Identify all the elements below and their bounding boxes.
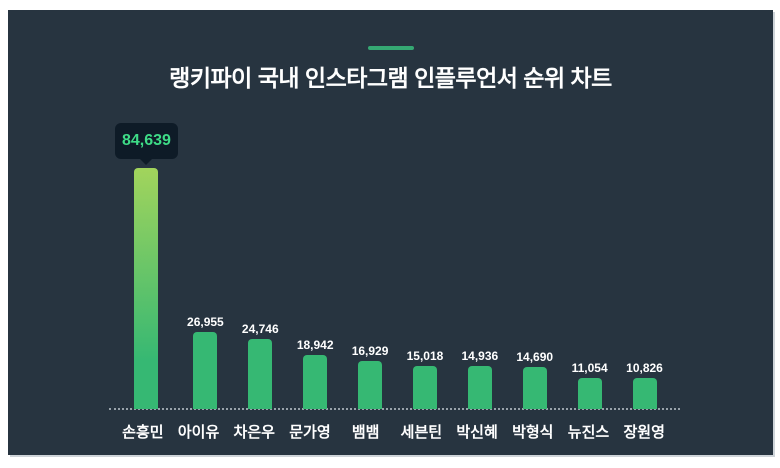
x-axis-label: 뱀뱀 bbox=[351, 424, 380, 441]
bar-column: 84,639 bbox=[115, 123, 178, 409]
bar-column: 14,936 bbox=[452, 350, 507, 409]
bar-value-label: 10,826 bbox=[626, 361, 663, 375]
bar[interactable] bbox=[577, 378, 602, 409]
bar-value-label: 14,936 bbox=[461, 349, 499, 363]
bar[interactable] bbox=[193, 332, 218, 409]
bar[interactable] bbox=[467, 366, 492, 409]
bar[interactable] bbox=[303, 355, 328, 409]
x-axis-labels: 손흥민 아이유 차은우 문가영 뱀뱀 세븐틴 박신혜 박형식 뉴진스 장원영 bbox=[115, 421, 672, 442]
bar-column: 26,955 bbox=[178, 316, 233, 409]
x-axis-label: 박형식 bbox=[512, 424, 554, 441]
bar-column: 16,929 bbox=[343, 345, 398, 409]
value-tooltip: 84,639 bbox=[115, 123, 178, 165]
bar-column: 15,018 bbox=[398, 350, 453, 409]
bar-value-label: 14,690 bbox=[516, 350, 554, 364]
chart-title: 랭키파이 국내 인스타그램 인플루언서 순위 차트 bbox=[169, 65, 612, 91]
bar-value-label: 18,942 bbox=[296, 338, 334, 352]
chart-card: 랭키파이 국내 인스타그램 인플루언서 순위 차트 84,639 26,955 24… bbox=[8, 10, 773, 455]
x-axis-label: 박신혜 bbox=[456, 424, 498, 441]
bar-value-label: 11,054 bbox=[571, 361, 608, 375]
bar[interactable] bbox=[412, 366, 437, 409]
bar-value-label: 24,746 bbox=[241, 322, 279, 336]
x-axis-label: 세븐틴 bbox=[400, 424, 443, 441]
x-axis-label: 장원영 bbox=[623, 424, 665, 441]
bar[interactable] bbox=[632, 378, 657, 409]
x-axis-baseline bbox=[109, 408, 680, 410]
bar[interactable] bbox=[134, 168, 159, 409]
tooltip-pointer-icon bbox=[140, 159, 153, 165]
x-axis-label: 손흥민 bbox=[122, 424, 164, 441]
bar-value-label: 15,018 bbox=[406, 349, 444, 363]
bar-column: 14,690 bbox=[507, 351, 562, 409]
bar-column: 18,942 bbox=[288, 339, 343, 409]
bar[interactable] bbox=[522, 367, 547, 409]
bar[interactable] bbox=[358, 361, 383, 409]
x-axis-label: 아이유 bbox=[177, 424, 220, 441]
x-axis-label: 문가영 bbox=[289, 424, 331, 441]
bar-value-label: 16,929 bbox=[351, 344, 389, 358]
bar-column: 24,746 bbox=[233, 323, 288, 409]
bar-plot: 84,639 26,955 24,746 18,942 16,929 15,018 14,9… bbox=[109, 123, 680, 410]
x-axis-label: 뉴진스 bbox=[567, 424, 610, 441]
bar-value-label: 26,955 bbox=[187, 315, 224, 329]
x-axis-label: 차은우 bbox=[233, 424, 275, 441]
bar[interactable] bbox=[248, 339, 273, 409]
accent-dash bbox=[367, 46, 414, 50]
bar-column: 11,054 bbox=[562, 362, 617, 409]
bar-column: 10,826 bbox=[617, 362, 672, 409]
